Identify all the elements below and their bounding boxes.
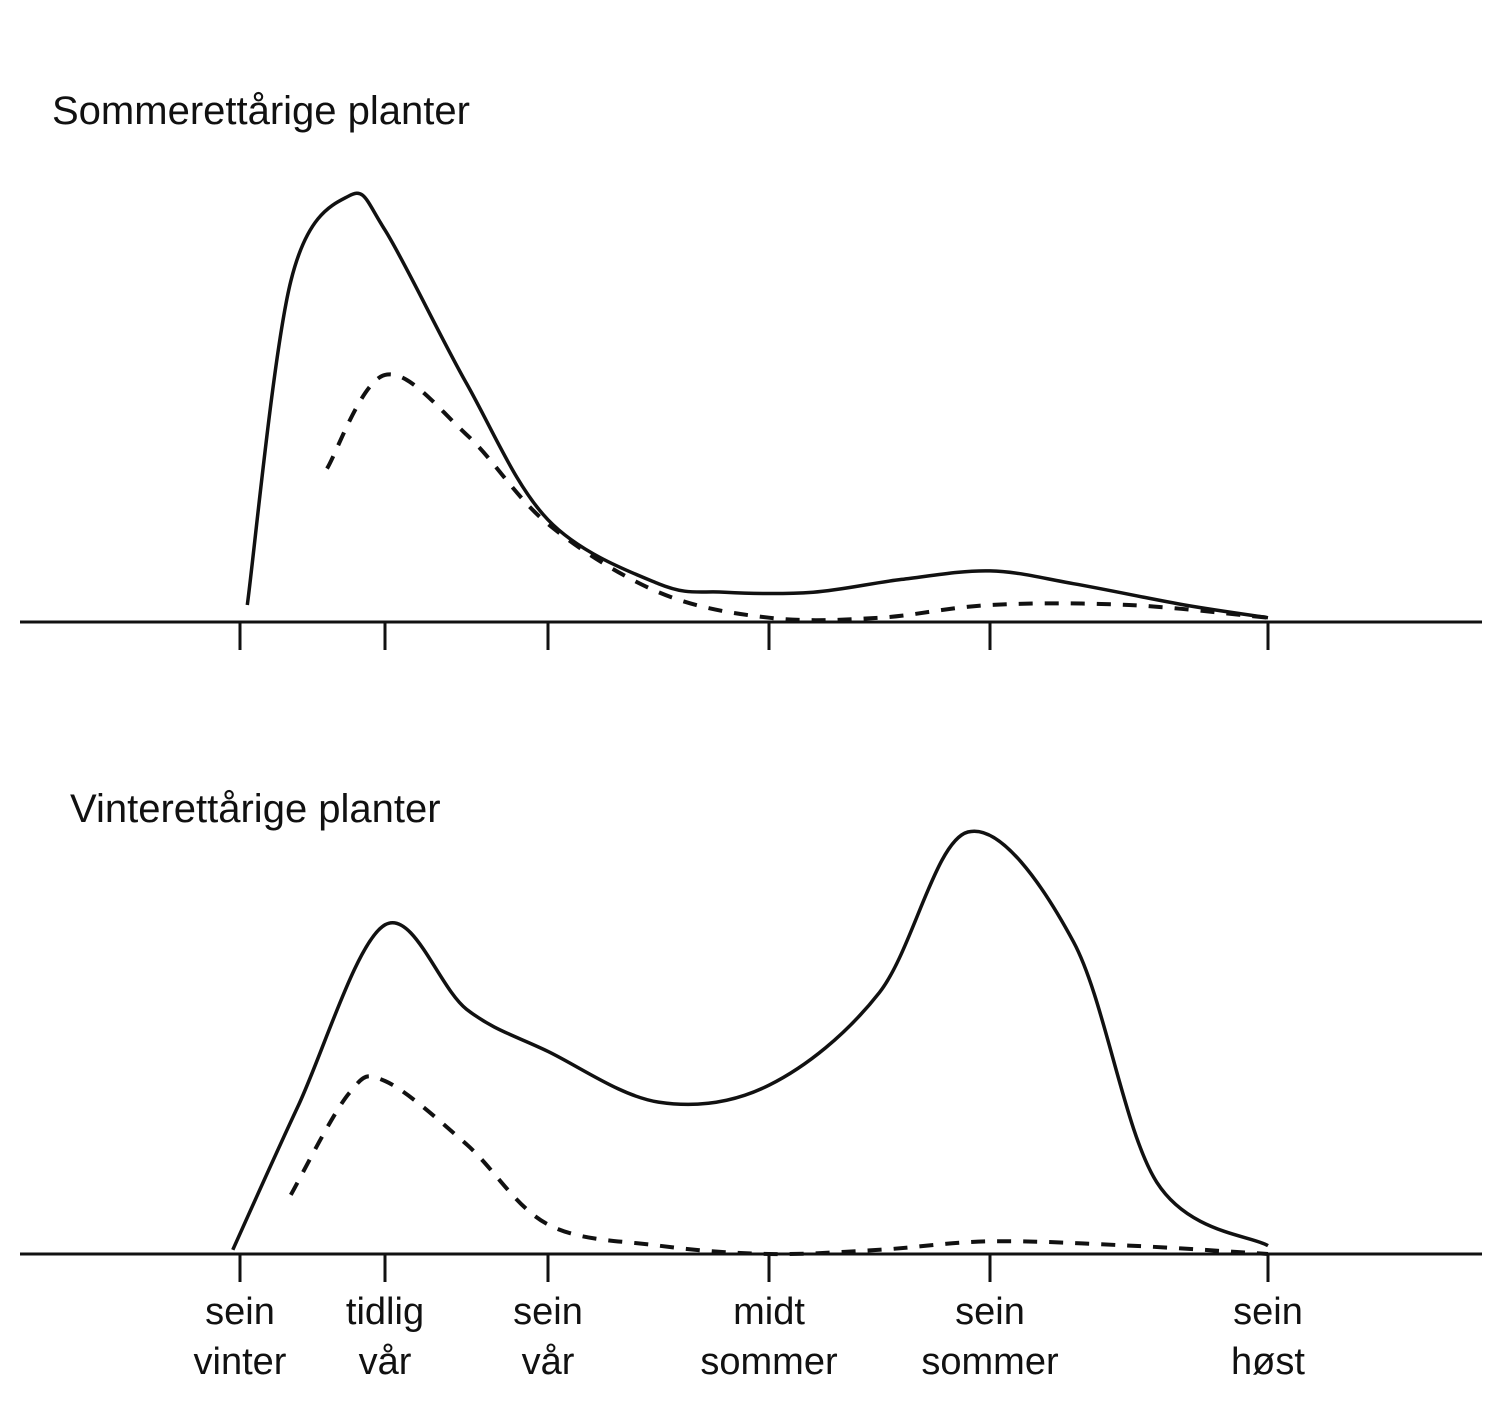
tick-label-3: sein vår [513, 1291, 583, 1383]
tick-label-6: sein høst [1231, 1291, 1305, 1383]
tick-label-4: midt sommer [700, 1291, 838, 1383]
ticks-summer-annuals [238, 622, 1270, 650]
curve-solid-winter-annuals [231, 829, 1269, 1251]
curve-dashed-summer-annuals [325, 372, 1269, 623]
ticks-winter-annuals [238, 1254, 1270, 1282]
tick-labels-winter-annuals: sein vinter tidlig vår sein vår midt sommer sein… [194, 1291, 1306, 1383]
panel-summer-annuals: Sommerettårige planter [20, 89, 1482, 650]
curve-dashed-winter-annuals [289, 1074, 1269, 1257]
panel-title-summer-annuals: Sommerettårige planter [52, 89, 470, 133]
curve-solid-summer-annuals [245, 191, 1269, 620]
tick-label-1: sein vinter [194, 1291, 287, 1383]
panel-winter-annuals: Vinterettårige planter sein vinter tidlig v… [20, 787, 1482, 1383]
panel-title-winter-annuals: Vinterettårige planter [70, 787, 441, 831]
tick-label-2: tidlig vår [346, 1291, 424, 1383]
tick-label-5: sein sommer [921, 1291, 1059, 1383]
